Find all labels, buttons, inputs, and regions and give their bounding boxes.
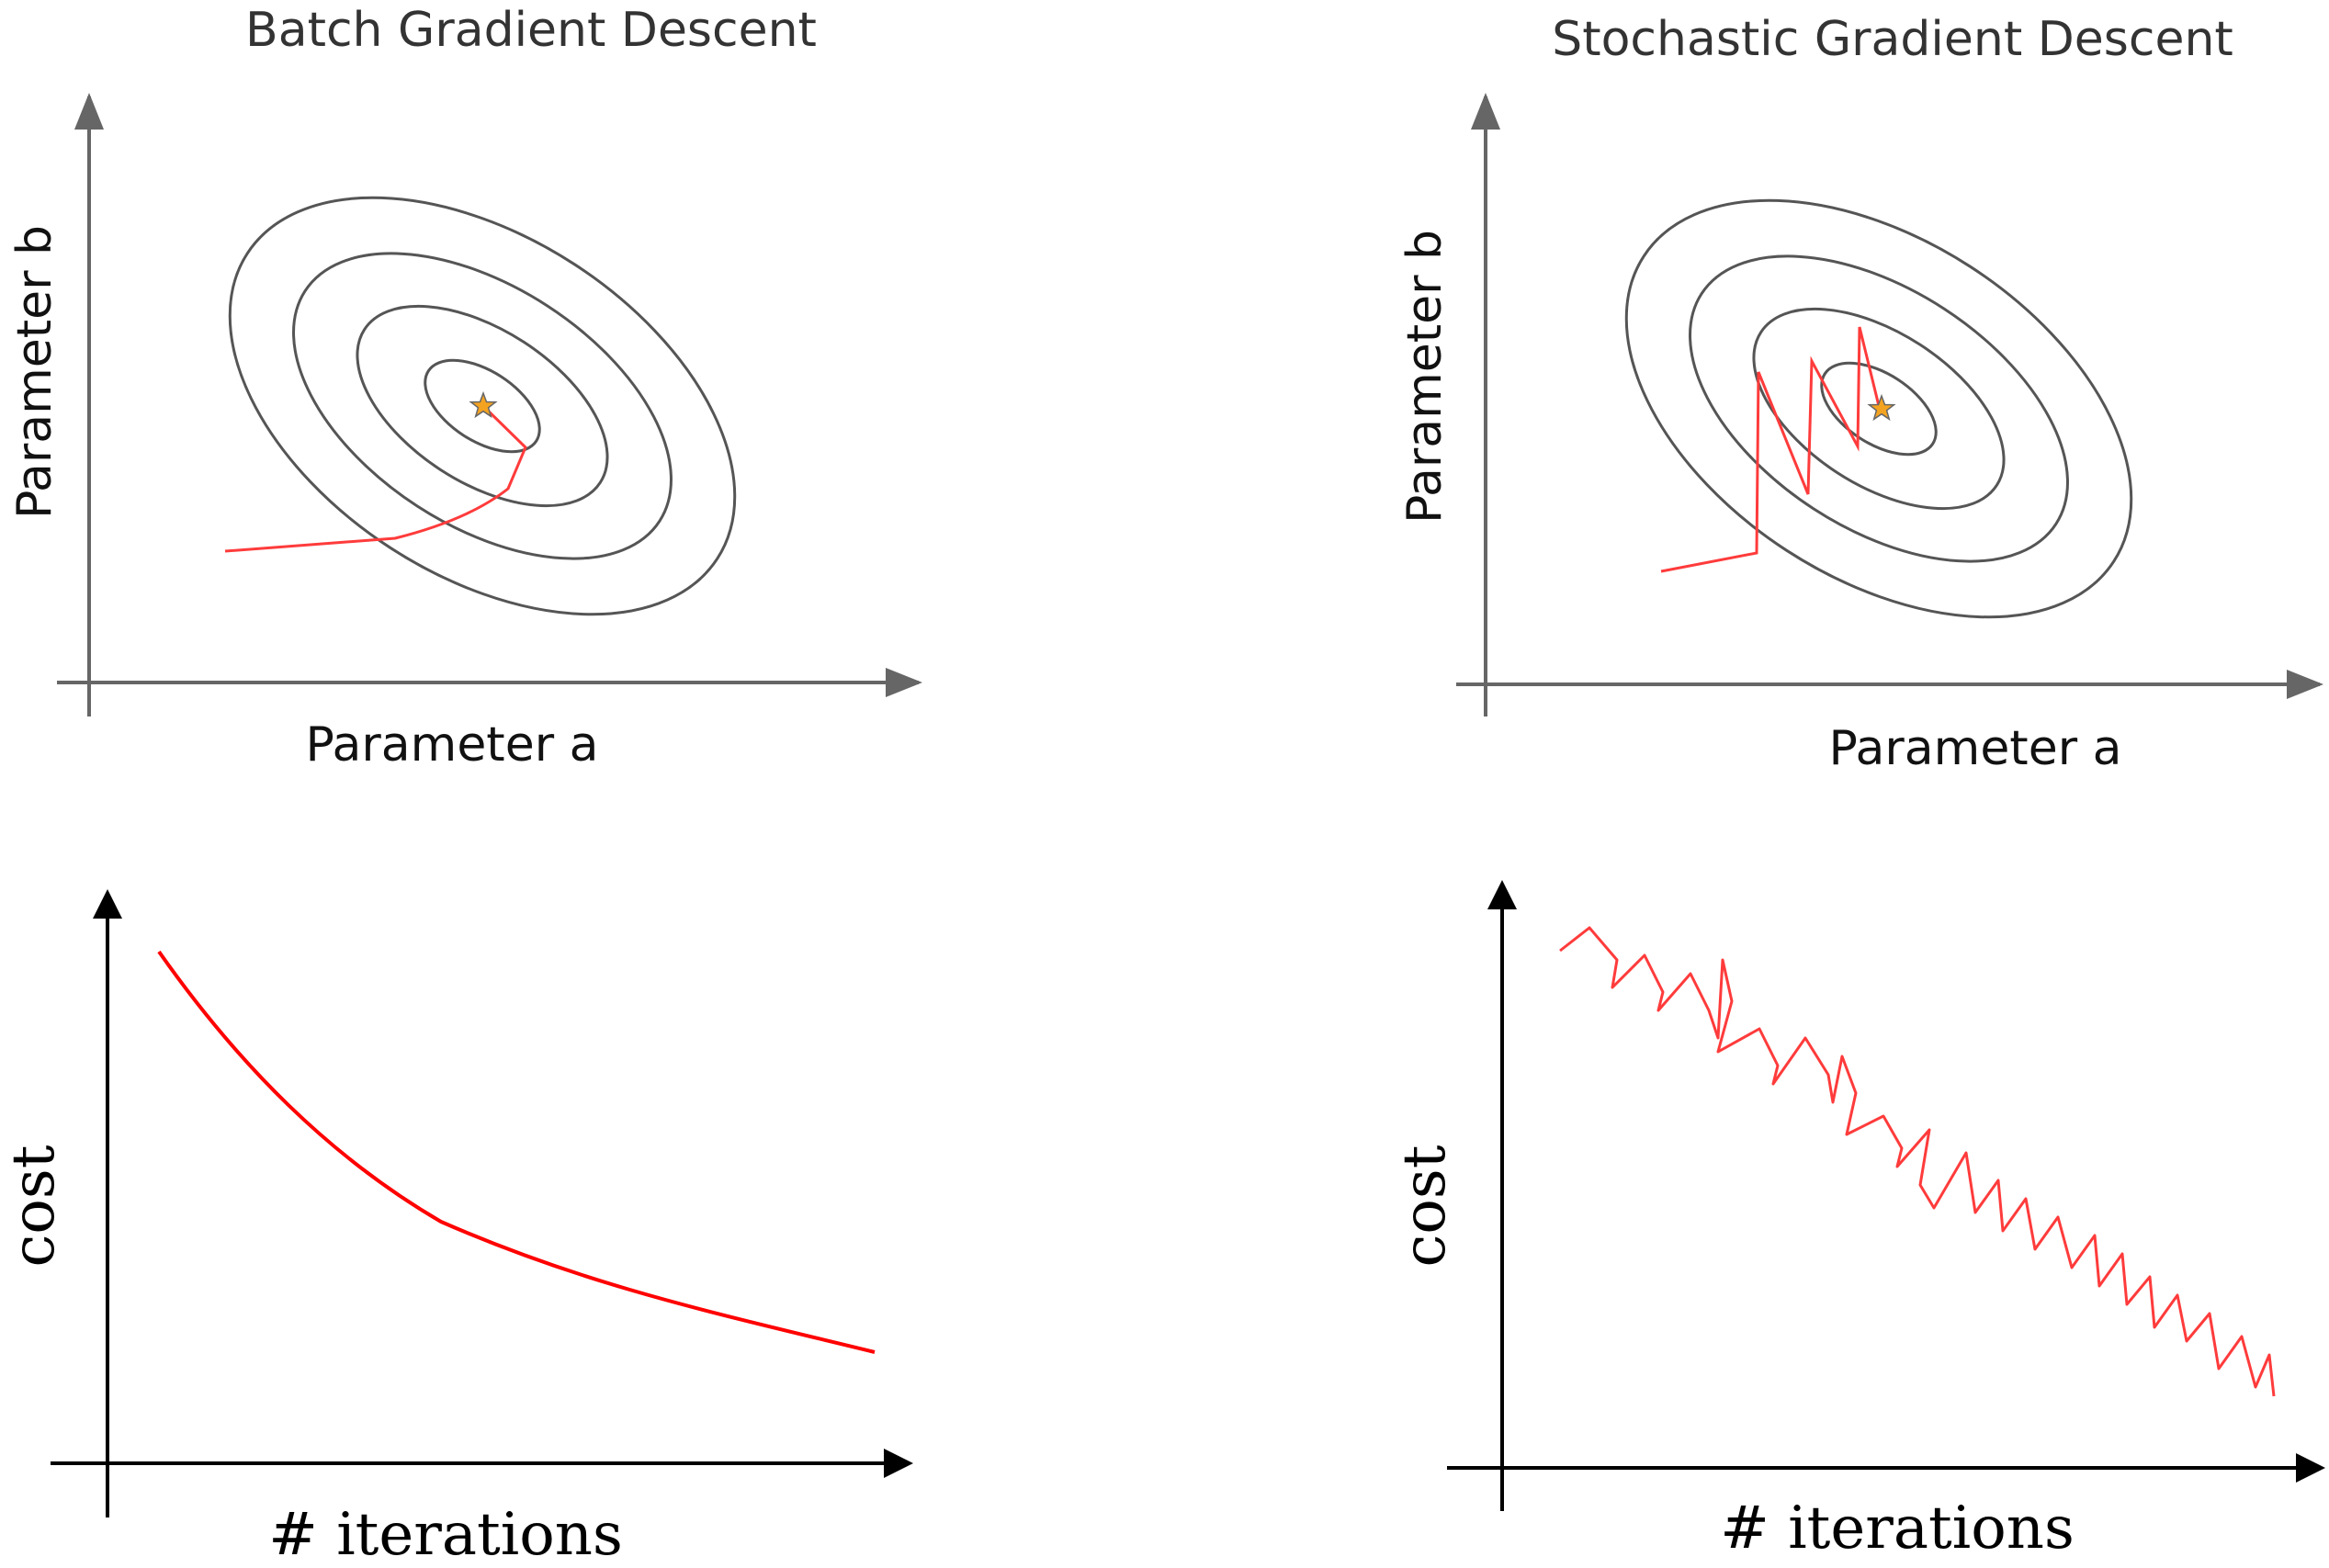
batch-descent-path xyxy=(224,406,527,553)
batch-contour-ring-1 xyxy=(228,196,737,616)
stochastic-contour-ring-4 xyxy=(1820,361,1938,457)
batch-cost-x-label: # iterations xyxy=(268,1501,623,1568)
batch-panel-title: Batch Gradient Descent xyxy=(245,3,817,58)
batch-contour-x-label: Parameter a xyxy=(306,717,599,773)
stochastic-cost-panel: # iterations cost xyxy=(1391,880,2325,1562)
stochastic-cost-y-label: cost xyxy=(1391,1145,1459,1267)
star-icon xyxy=(1867,393,1896,422)
batch-contour-ring-3 xyxy=(356,304,609,508)
stochastic-contours xyxy=(1624,198,2133,619)
stochastic-contour-ring-1 xyxy=(1624,198,2133,619)
stochastic-cost-x-label: # iterations xyxy=(1720,1495,2075,1562)
stochastic-descent-path xyxy=(1660,326,1882,573)
batch-contour-y-label: Parameter b xyxy=(7,225,62,519)
stochastic-contour-y-label: Parameter b xyxy=(1397,230,1453,524)
batch-cost-panel: # iterations cost xyxy=(0,889,913,1568)
star-icon xyxy=(469,390,498,419)
batch-cost-y-label: cost xyxy=(0,1145,68,1267)
stochastic-contour-panel: Stochastic Gradient Descent Parameter a … xyxy=(1397,12,2323,776)
stochastic-contour-ring-3 xyxy=(1752,307,2006,511)
stochastic-cost-curve xyxy=(1559,926,2276,1397)
batch-cost-curve xyxy=(157,950,876,1354)
batch-contour-panel: Batch Gradient Descent Parameter a Param… xyxy=(7,3,922,773)
batch-contour-ring-2 xyxy=(292,252,673,560)
stochastic-panel-title: Stochastic Gradient Descent xyxy=(1552,12,2233,67)
stochastic-contour-ring-2 xyxy=(1689,254,2069,563)
batch-contours xyxy=(228,196,737,616)
batch-contour-ring-4 xyxy=(424,358,541,454)
stochastic-contour-x-label: Parameter a xyxy=(1829,721,2122,776)
